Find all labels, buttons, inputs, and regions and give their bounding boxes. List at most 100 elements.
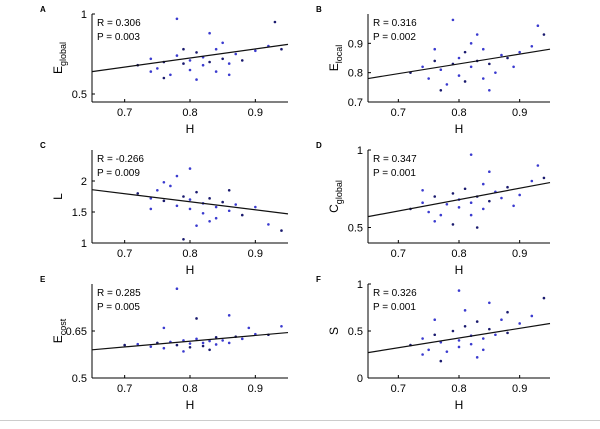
- data-point: [439, 68, 443, 72]
- data-point: [195, 317, 198, 320]
- data-point: [280, 325, 283, 328]
- data-point: [488, 62, 491, 66]
- x-axis-label: H: [186, 263, 195, 277]
- data-point: [433, 59, 437, 63]
- x-tick-label: 0.8: [451, 248, 466, 260]
- data-point: [188, 59, 192, 62]
- y-axis-label-main: E: [51, 66, 65, 74]
- data-point: [488, 170, 491, 173]
- data-point: [530, 179, 534, 183]
- y-axis-label: Elocal: [327, 45, 344, 72]
- x-tick-label: 0.9: [248, 248, 263, 260]
- y-tick-label: 0.9: [348, 38, 363, 50]
- data-point: [475, 320, 479, 323]
- regression-line: [367, 181, 551, 218]
- data-point: [481, 207, 485, 211]
- data-point: [481, 77, 485, 80]
- data-point: [221, 41, 224, 45]
- data-point: [469, 342, 473, 346]
- p-value: P = 0.001: [373, 302, 416, 313]
- p-value: P = 0.003: [97, 32, 140, 43]
- data-point: [214, 343, 218, 346]
- data-point: [488, 301, 491, 305]
- data-point: [439, 88, 443, 92]
- data-point: [445, 350, 449, 353]
- y-tick-label: 1: [81, 9, 87, 21]
- data-point: [542, 296, 546, 300]
- data-point: [267, 223, 270, 226]
- y-axis-label: Cglobal: [327, 180, 344, 213]
- data-point: [475, 33, 479, 36]
- data-point: [439, 213, 443, 217]
- data-point: [182, 237, 185, 241]
- data-point: [463, 80, 467, 83]
- x-tick-label: 0.8: [182, 107, 197, 119]
- r-value: R = -0.266: [97, 154, 144, 165]
- data-point: [463, 187, 467, 191]
- panel-e: E 0.7 0.8 0.9 0.5 0.65 H Ecost R = 0.285 P = 0.00…: [40, 275, 289, 412]
- data-point: [214, 216, 218, 220]
- data-point: [149, 345, 153, 348]
- data-point: [506, 331, 509, 335]
- data-point: [433, 47, 437, 51]
- data-point: [201, 341, 205, 345]
- data-point: [234, 52, 238, 56]
- regression-line: [91, 331, 289, 351]
- x-tick-label: 0.8: [182, 248, 197, 260]
- y-tick-label: 2: [81, 176, 87, 188]
- r-value: R = 0.316: [373, 18, 417, 29]
- panel-label: E: [40, 275, 46, 284]
- data-point: [421, 201, 424, 204]
- data-point: [188, 345, 192, 349]
- y-axis-label: S: [327, 327, 341, 335]
- x-tick-label: 0.8: [182, 383, 197, 395]
- data-point: [240, 213, 244, 217]
- data-point: [227, 73, 231, 77]
- data-point: [188, 207, 192, 211]
- data-point: [451, 18, 455, 22]
- data-point: [427, 210, 430, 214]
- x-tick-label: 0.7: [391, 248, 406, 260]
- y-axis-label: L: [51, 193, 65, 200]
- x-axis-label: H: [455, 398, 464, 412]
- data-point: [221, 57, 224, 61]
- regression-line: [367, 322, 551, 354]
- data-point: [512, 204, 515, 208]
- data-point: [123, 343, 126, 347]
- data-point: [494, 333, 497, 337]
- data-point: [433, 220, 437, 223]
- x-axis-label: H: [186, 398, 195, 412]
- data-point: [214, 70, 218, 73]
- data-point: [227, 341, 231, 345]
- data-point: [149, 197, 153, 200]
- data-point: [518, 193, 521, 197]
- data-point: [208, 60, 211, 64]
- regression-line: [91, 189, 289, 215]
- panel-d: D 0.7 0.8 0.9 0.5 1 H Cglobal R = 0.347 P = 0.001: [316, 141, 551, 277]
- y-axis-label-main: E: [51, 335, 65, 343]
- y-axis-label-main: L: [51, 193, 65, 200]
- data-point: [247, 326, 251, 330]
- x-tick-label: 0.8: [451, 383, 466, 395]
- data-point: [475, 356, 479, 359]
- data-point: [214, 47, 218, 51]
- panel-b: B 0.7 0.8 0.9 0.7 0.8 0.9 H Elocal R = 0.316 P = 0…: [316, 5, 551, 136]
- y-axis-label: Ecost: [51, 318, 68, 343]
- data-point: [175, 174, 179, 178]
- y-axis-label-sub: global: [58, 42, 68, 66]
- data-point: [506, 310, 509, 314]
- x-axis-label: H: [455, 122, 464, 136]
- data-point: [234, 203, 238, 206]
- data-point: [175, 204, 179, 208]
- data-point: [169, 184, 172, 188]
- data-point: [188, 167, 192, 170]
- x-tick-label: 0.7: [117, 383, 132, 395]
- data-point: [421, 353, 424, 356]
- y-axis-label-sub: local: [334, 45, 344, 64]
- data-point: [457, 56, 461, 60]
- y-tick-label: 0.5: [348, 223, 363, 235]
- x-tick-label: 0.9: [512, 248, 527, 260]
- data-point: [457, 74, 461, 77]
- data-point: [136, 192, 140, 195]
